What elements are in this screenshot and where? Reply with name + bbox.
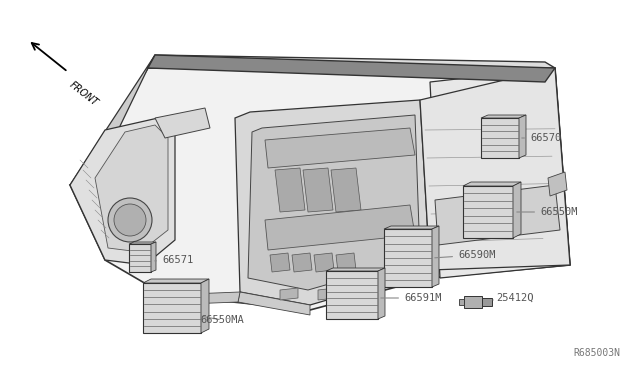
Polygon shape bbox=[435, 185, 560, 245]
Polygon shape bbox=[513, 182, 521, 238]
Polygon shape bbox=[548, 172, 567, 196]
Polygon shape bbox=[265, 205, 415, 250]
Text: 25412Q: 25412Q bbox=[493, 293, 534, 303]
Text: 66570: 66570 bbox=[522, 133, 561, 143]
Polygon shape bbox=[459, 299, 464, 305]
Text: 66550MA: 66550MA bbox=[200, 315, 244, 325]
Polygon shape bbox=[151, 242, 156, 272]
Polygon shape bbox=[70, 118, 175, 265]
Polygon shape bbox=[238, 292, 310, 315]
Polygon shape bbox=[355, 288, 373, 300]
Polygon shape bbox=[336, 253, 356, 272]
Polygon shape bbox=[378, 268, 385, 319]
Polygon shape bbox=[318, 288, 336, 300]
Text: 66550M: 66550M bbox=[516, 207, 577, 217]
Bar bbox=[326, 271, 378, 319]
Circle shape bbox=[108, 198, 152, 242]
Text: 66590M: 66590M bbox=[435, 250, 495, 260]
Polygon shape bbox=[519, 115, 526, 158]
Polygon shape bbox=[275, 168, 305, 212]
Bar bbox=[143, 283, 201, 333]
Polygon shape bbox=[280, 288, 298, 300]
Bar bbox=[129, 244, 151, 272]
Polygon shape bbox=[148, 55, 555, 82]
Polygon shape bbox=[95, 125, 168, 252]
Circle shape bbox=[114, 204, 146, 236]
Polygon shape bbox=[292, 253, 312, 272]
Polygon shape bbox=[163, 292, 240, 305]
Polygon shape bbox=[482, 298, 492, 306]
Polygon shape bbox=[70, 55, 155, 185]
Polygon shape bbox=[235, 100, 430, 305]
Polygon shape bbox=[303, 168, 333, 212]
Polygon shape bbox=[331, 168, 361, 212]
Polygon shape bbox=[270, 253, 290, 272]
Polygon shape bbox=[384, 226, 439, 229]
Polygon shape bbox=[314, 253, 334, 272]
Polygon shape bbox=[432, 226, 439, 287]
Polygon shape bbox=[129, 242, 156, 244]
Polygon shape bbox=[148, 55, 555, 68]
Text: 66571: 66571 bbox=[155, 255, 193, 265]
Polygon shape bbox=[70, 68, 570, 310]
Polygon shape bbox=[464, 296, 482, 308]
Text: 66591M: 66591M bbox=[381, 293, 442, 303]
Polygon shape bbox=[420, 68, 570, 270]
Polygon shape bbox=[481, 115, 526, 118]
Polygon shape bbox=[265, 128, 415, 168]
Polygon shape bbox=[155, 108, 210, 138]
Polygon shape bbox=[463, 182, 521, 186]
Polygon shape bbox=[201, 279, 209, 333]
Bar bbox=[481, 118, 519, 158]
Polygon shape bbox=[143, 279, 209, 283]
Polygon shape bbox=[248, 115, 420, 290]
Text: FRONT: FRONT bbox=[68, 80, 100, 108]
Bar bbox=[384, 229, 432, 287]
Text: R685003N: R685003N bbox=[573, 348, 620, 358]
Polygon shape bbox=[326, 268, 385, 271]
Polygon shape bbox=[430, 68, 570, 278]
Bar bbox=[463, 186, 513, 238]
